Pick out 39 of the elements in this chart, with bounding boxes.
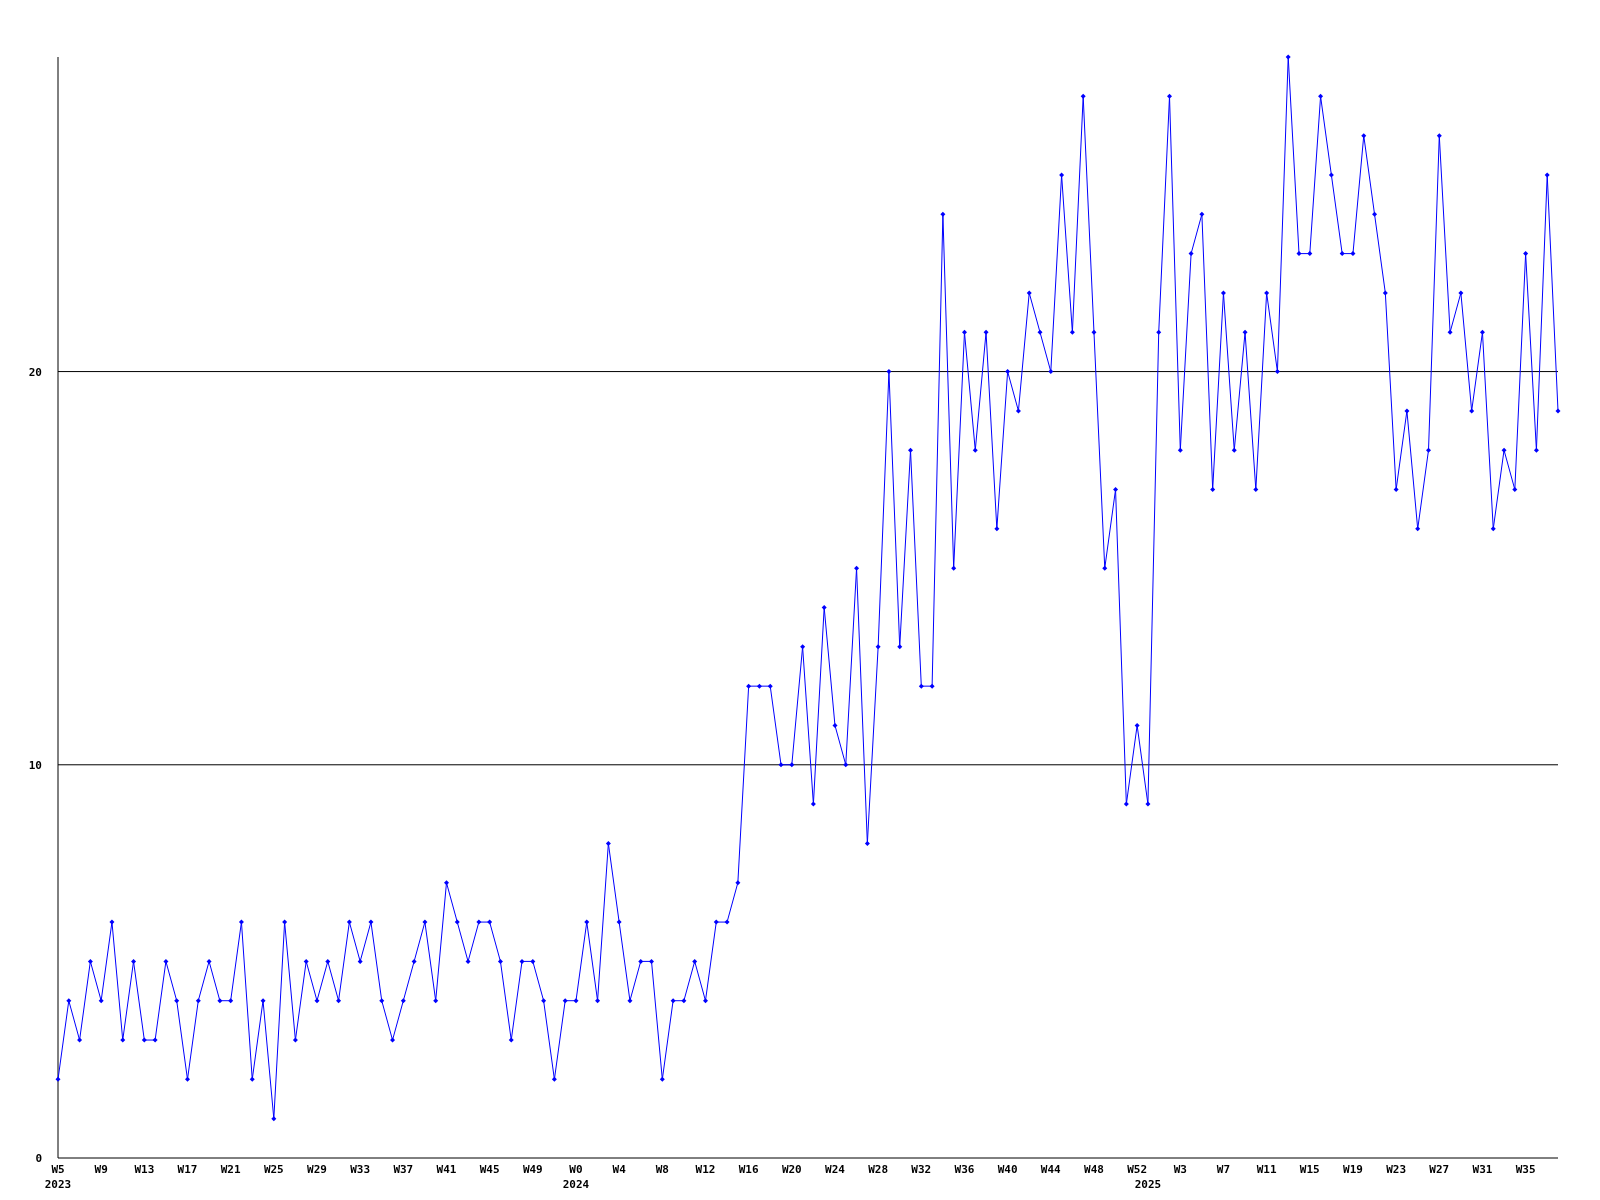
x-tick-label: W7 — [1216, 1163, 1231, 1176]
x-tick-label: W44 — [1040, 1163, 1062, 1176]
x-tick-label: W13 — [134, 1163, 155, 1176]
x-tick-label: W16 — [738, 1163, 759, 1176]
x-tick-label: W11 — [1256, 1163, 1277, 1176]
x-tick-label: W37 — [393, 1163, 414, 1176]
x-tick-label: W12 — [695, 1163, 716, 1176]
x-tick-label: W27 — [1429, 1163, 1450, 1176]
x-tick-label: W32 — [911, 1163, 932, 1176]
x-tick-label: W45 — [479, 1163, 500, 1176]
x-tick-label: 2025 — [1134, 1178, 1162, 1191]
x-tick-label: W19 — [1343, 1163, 1363, 1176]
x-tick-label: W48 — [1084, 1163, 1104, 1176]
x-tick-label: W31 — [1472, 1163, 1493, 1176]
x-tick-label: W28 — [868, 1163, 889, 1176]
y-tick-label: 10 — [28, 758, 42, 772]
y-tick-label: 0 — [35, 1152, 42, 1165]
x-tick-label: W41 — [436, 1163, 457, 1176]
x-tick-label: W20 — [781, 1163, 802, 1176]
x-tick-label: W40 — [997, 1163, 1018, 1176]
x-tick-label: W17 — [177, 1163, 198, 1176]
x-tick-label: W52 — [1127, 1163, 1148, 1176]
x-tick-label: W15 — [1299, 1163, 1320, 1176]
x-tick-label: W3 — [1173, 1163, 1187, 1176]
y-tick-label: 20 — [28, 365, 42, 379]
x-tick-label: W21 — [220, 1163, 241, 1176]
x-tick-label: W0 2024 — [562, 1163, 590, 1191]
x-tick-label: W49 — [522, 1163, 543, 1176]
x-tick-label: W35 — [1515, 1163, 1536, 1176]
x-tick-label: W33 — [350, 1163, 371, 1176]
x-tick-label: W29 — [307, 1163, 327, 1176]
x-tick-label: W4 — [612, 1163, 627, 1176]
x-tick-label: W23 — [1386, 1163, 1407, 1176]
x-tick-label: W25 — [263, 1163, 284, 1176]
x-tick-label: W24 — [825, 1163, 846, 1176]
x-tick-label: W9 — [94, 1163, 108, 1176]
x-tick-label: W5 2023 — [44, 1163, 72, 1191]
x-tick-label: W8 — [655, 1163, 669, 1176]
x-tick-label: W36 — [954, 1163, 975, 1176]
